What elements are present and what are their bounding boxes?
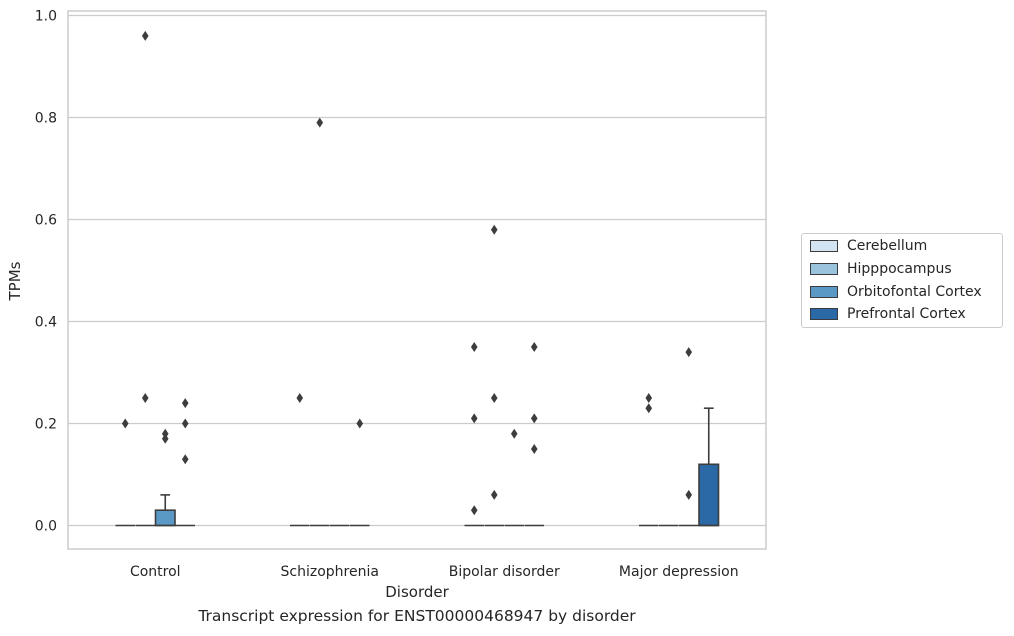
- legend-swatch-hipppocampus: [810, 263, 838, 275]
- outlier-point: [470, 413, 478, 424]
- y-tick-label: 0.6: [35, 213, 57, 229]
- box-body: [698, 463, 720, 527]
- y-tick-labels: 0.0 0.2 0.4 0.6 0.8 1.0: [35, 9, 57, 535]
- box-bipolar-disorder-prefrontal-cortex: [524, 342, 544, 527]
- y-gridlines: [68, 14, 766, 527]
- x-tick-label: Control: [130, 564, 181, 580]
- legend-label-cerebellum: Cerebellum: [847, 238, 928, 254]
- x-tick-label: Major depression: [619, 564, 739, 580]
- outlier-point: [296, 393, 304, 403]
- box-major-depression-orbitofontal-cortex: [679, 347, 699, 527]
- legend-label-orbitofontal-cortex: Orbitofontal Cortex: [847, 284, 982, 300]
- legend-swatch-prefrontal-cortex: [810, 308, 838, 320]
- outlier-point: [161, 433, 169, 444]
- outlier-point: [530, 413, 538, 424]
- legend-item-cerebellum: Cerebellum: [810, 237, 927, 255]
- outlier-point: [181, 398, 189, 409]
- outlier-point: [645, 403, 653, 414]
- legend-item-orbitofontal-cortex: Orbitofontal Cortex: [810, 283, 982, 301]
- y-tick-label: 0.0: [35, 519, 57, 535]
- legend-item-prefrontal-cortex: Prefrontal Cortex: [810, 305, 966, 323]
- y-axis-label: TPMs: [6, 261, 24, 301]
- outlier-point: [530, 342, 538, 352]
- y-tick-label: 0.4: [35, 315, 57, 331]
- outlier-point: [645, 393, 653, 403]
- legend-item-hipppocampus: Hipppocampus: [810, 260, 952, 278]
- box-groups: [115, 30, 720, 527]
- outlier-point: [530, 444, 538, 454]
- outlier-point: [510, 428, 518, 439]
- plot-frame: [67, 10, 767, 550]
- outlier-point: [685, 347, 693, 358]
- outlier-point: [181, 418, 189, 429]
- box-schizophrenia-prefrontal-cortex: [350, 418, 370, 527]
- box-control-cerebellum: [115, 418, 135, 527]
- outlier-point: [356, 418, 364, 429]
- y-tick-label: 0.2: [35, 417, 57, 433]
- outlier-point: [685, 489, 693, 500]
- outlier-point: [490, 489, 498, 500]
- box-major-depression-prefrontal-cortex: [698, 407, 720, 527]
- outlier-point: [316, 117, 324, 128]
- outlier-point: [470, 342, 478, 352]
- outlier-point: [490, 224, 498, 235]
- box-schizophrenia-cerebellum: [290, 393, 310, 527]
- box-bipolar-disorder-cerebellum: [464, 342, 484, 527]
- outlier-point: [181, 454, 189, 465]
- box-control-prefrontal-cortex: [175, 398, 195, 527]
- outlier-point: [121, 418, 129, 429]
- outlier-point: [490, 393, 498, 403]
- y-tick-label: 1.0: [35, 9, 57, 25]
- box-body: [154, 509, 176, 527]
- outlier-point: [141, 30, 149, 41]
- legend-label-hipppocampus: Hipppocampus: [847, 261, 952, 277]
- box-control-orbitofontal-cortex: [154, 428, 176, 527]
- x-axis-label: Disorder: [385, 583, 449, 601]
- box-bipolar-disorder-orbitofontal-cortex: [504, 428, 524, 527]
- box-bipolar-disorder-hipppocampus: [484, 224, 504, 527]
- x-tick-labels: Control Schizophrenia Bipolar disorder Majo…: [130, 564, 739, 580]
- box-schizophrenia-hipppocampus: [310, 117, 330, 527]
- box-major-depression-cerebellum: [639, 393, 659, 527]
- figure-caption: Transcript expression for ENST0000046894…: [198, 607, 636, 625]
- legend-swatch-cerebellum: [810, 240, 838, 252]
- x-tick-label: Bipolar disorder: [449, 564, 560, 580]
- outlier-point: [161, 428, 169, 439]
- legend-swatch-orbitofontal-cortex: [810, 286, 838, 298]
- legend-label-prefrontal-cortex: Prefrontal Cortex: [847, 306, 966, 322]
- outlier-point: [141, 393, 149, 403]
- x-tick-label: Schizophrenia: [281, 564, 379, 580]
- box-control-hipppocampus: [135, 30, 155, 527]
- legend: Cerebellum Hipppocampus Orbitofontal Cor…: [801, 233, 1003, 328]
- outlier-point: [470, 505, 478, 516]
- y-tick-label: 0.8: [35, 111, 57, 127]
